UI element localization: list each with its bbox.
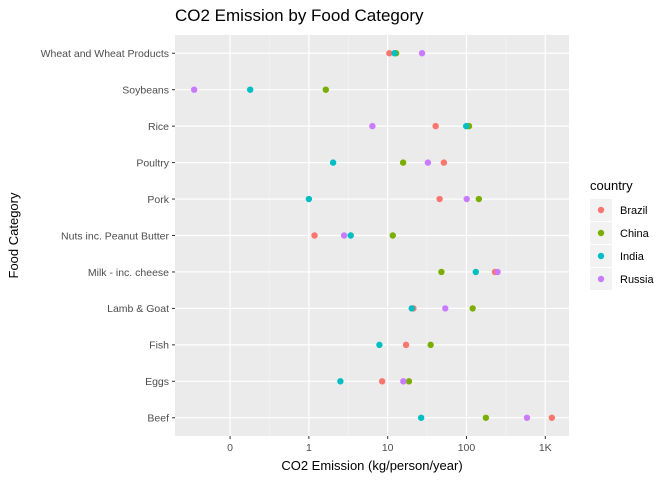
y-tick-label-poultry: Poultry	[136, 157, 169, 169]
point-china-lamb-goat	[469, 305, 476, 312]
point-india-nuts-inc-peanut-butter	[347, 232, 354, 239]
y-tick-label-soybeans: Soybeans	[122, 84, 169, 96]
point-russia-pork	[463, 195, 470, 203]
y-tick-label-nuts-inc-peanut-butter: Nuts inc. Peanut Butter	[61, 230, 169, 242]
point-brazil-pork	[436, 195, 443, 203]
point-russia-wheat-and-wheat-products	[418, 50, 426, 57]
point-china-pork	[475, 195, 483, 203]
grid-major	[175, 35, 569, 436]
point-india-poultry	[329, 159, 337, 166]
point-russia-soybeans	[190, 86, 198, 93]
y-tick-label-pork: Pork	[147, 194, 169, 206]
y-axis: Beef Eggs Fish Lamb & Goat Milk - inc. chees…	[41, 48, 175, 425]
legend-label-russia: Russia	[620, 274, 655, 286]
point-china-poultry	[399, 159, 407, 166]
point-india-rice	[463, 122, 470, 130]
y-tick-label-beef: Beef	[147, 413, 169, 425]
point-india-lamb-goat	[408, 305, 415, 312]
point-brazil-poultry	[440, 159, 448, 166]
x-axis: 0 1 10 100 1K	[227, 436, 552, 454]
point-russia-poultry	[424, 159, 432, 166]
point-china-nuts-inc-peanut-butter	[389, 232, 396, 239]
point-india-pork	[305, 195, 313, 203]
legend: country Brazil China India Russia	[590, 178, 655, 290]
point-brazil-eggs	[378, 378, 386, 385]
point-brazil-wheat-and-wheat-products	[386, 50, 393, 57]
x-tick-label: 100	[458, 442, 476, 454]
point-india-soybeans	[246, 86, 254, 93]
legend-swatch-india	[597, 252, 605, 260]
y-tick-label-wheat-and-wheat-products: Wheat and Wheat Products	[41, 48, 169, 60]
y-tick-label-eggs: Eggs	[145, 376, 169, 388]
y-axis-title: Food Category	[6, 192, 21, 278]
legend-swatch-russia	[597, 275, 605, 283]
point-china-milk-inc-cheese	[438, 268, 445, 276]
point-china-soybeans	[322, 86, 330, 93]
y-tick-label-rice: Rice	[148, 121, 169, 133]
point-russia-nuts-inc-peanut-butter	[340, 232, 348, 239]
point-china-fish	[427, 341, 434, 349]
y-tick-label-fish: Fish	[149, 340, 169, 352]
point-india-wheat-and-wheat-products	[391, 50, 398, 57]
point-india-fish	[376, 341, 383, 349]
point-russia-beef	[523, 414, 531, 421]
point-russia-lamb-goat	[442, 305, 449, 312]
x-tick-label: 10	[382, 442, 394, 454]
legend-label-china: China	[620, 228, 650, 240]
x-tick-label: 1	[306, 442, 312, 454]
point-china-beef	[482, 414, 490, 421]
legend-swatch-brazil	[597, 206, 605, 214]
legend-label-india: India	[620, 251, 645, 263]
legend-swatch-china	[597, 229, 605, 237]
point-india-milk-inc-cheese	[472, 268, 479, 276]
point-brazil-fish	[402, 341, 410, 349]
point-russia-rice	[369, 122, 376, 130]
point-brazil-beef	[548, 414, 556, 421]
point-russia-milk-inc-cheese	[494, 268, 501, 276]
y-tick-label-milk-inc-cheese: Milk - inc. cheese	[88, 267, 169, 279]
point-china-eggs	[405, 378, 413, 385]
point-india-beef	[417, 414, 425, 421]
point-russia-eggs	[400, 378, 407, 385]
point-india-eggs	[337, 378, 344, 385]
point-brazil-rice	[432, 122, 439, 130]
point-brazil-nuts-inc-peanut-butter	[311, 232, 318, 239]
chart-title: CO2 Emission by Food Category	[175, 6, 424, 25]
legend-label-brazil: Brazil	[620, 205, 648, 217]
x-tick-label: 1K	[539, 442, 552, 454]
x-axis-title: CO2 Emission (kg/person/year)	[281, 458, 462, 473]
data-points	[190, 50, 556, 421]
x-tick-label: 0	[227, 442, 233, 454]
y-tick-label-lamb-goat: Lamb & Goat	[107, 303, 169, 315]
legend-title: country	[590, 178, 633, 193]
